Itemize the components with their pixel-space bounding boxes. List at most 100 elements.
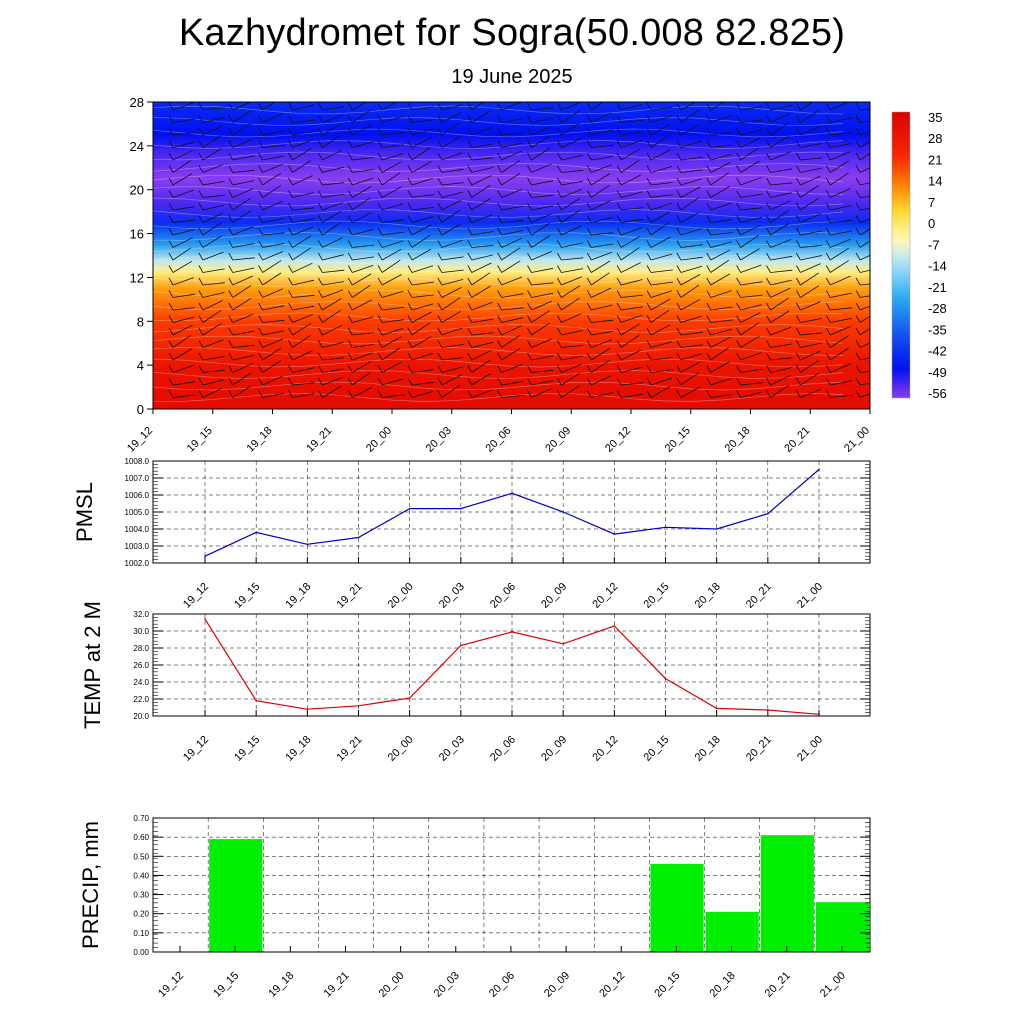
wind-barb-shaft — [531, 322, 551, 336]
wind-barb-flag — [168, 165, 174, 173]
data-point — [460, 644, 462, 647]
wind-barb-shaft — [710, 232, 733, 236]
wind-barb-shaft — [680, 178, 703, 186]
wind-barb-flag — [347, 327, 353, 336]
wind-barb-shaft — [800, 255, 822, 261]
wind-barb-shaft — [621, 218, 643, 223]
wind-barb-flag — [557, 302, 562, 311]
wind-barb-shaft — [501, 394, 524, 398]
wind-barb-flag — [706, 165, 712, 173]
wind-barb-flag — [168, 202, 174, 211]
x-tick-label: 20_03 — [437, 581, 467, 611]
wind-barb-flag — [198, 102, 204, 111]
wind-barb-flag — [527, 302, 532, 311]
contour-line — [153, 393, 844, 402]
x-tick-label: 20_00 — [386, 734, 416, 764]
wind-barb-shaft — [561, 330, 583, 336]
wind-barb-flag — [497, 177, 502, 186]
wind-barb-flag — [855, 140, 861, 148]
wind-barb-flag — [467, 215, 473, 223]
wind-barb-shaft — [591, 331, 614, 336]
wind-barb-shaft — [860, 269, 870, 273]
wind-barb-flag — [347, 140, 353, 148]
contour-line — [153, 140, 844, 149]
contour-line — [153, 301, 844, 310]
wind-barb-shaft — [710, 115, 732, 123]
wind-barb-flag — [318, 365, 323, 373]
wind-barb-flag — [736, 290, 741, 298]
wind-barb-flag — [616, 115, 622, 123]
wind-barb-shaft — [770, 375, 791, 386]
wind-barb-flag — [467, 115, 473, 123]
wind-barb-flag — [706, 177, 712, 186]
wind-barb-flag — [347, 190, 353, 198]
wind-barb-flag — [736, 340, 741, 348]
wind-barb-flag — [258, 265, 263, 273]
wind-barb-flag — [586, 327, 592, 336]
wind-barb-shaft — [531, 117, 554, 123]
wind-barb-shaft — [322, 182, 345, 186]
colorbar-label: 7 — [928, 195, 935, 210]
wind-barb-shaft — [172, 189, 194, 198]
x-tick-label: 20_15 — [642, 581, 672, 611]
wind-barb-flag — [377, 365, 383, 373]
wind-barb-flag — [646, 340, 652, 348]
wind-barb-shaft — [740, 147, 760, 161]
wind-barb-flag — [168, 227, 174, 236]
wind-barb-flag — [886, 266, 890, 273]
wind-barb-shaft — [591, 129, 613, 136]
wind-barb-shaft — [680, 372, 700, 386]
colorbar-label: 35 — [928, 110, 942, 125]
wind-barb-flag — [916, 103, 920, 110]
wind-barb-flag — [825, 240, 831, 248]
wind-barb-shaft — [770, 326, 792, 336]
wind-barb-flag — [676, 340, 682, 348]
heatmap-x-tick-label: 19_15 — [185, 425, 215, 455]
wind-barb-shaft — [830, 307, 853, 311]
wind-barb-shaft — [322, 376, 344, 386]
wind-barb-flag — [258, 327, 263, 336]
wind-barb-flag — [407, 115, 413, 123]
wind-barb-shaft — [650, 324, 671, 336]
wind-barb-flag — [527, 327, 532, 336]
wind-barb-shaft — [859, 315, 870, 323]
x-tick-label: 20_03 — [437, 734, 467, 764]
wind-barb-flag — [706, 190, 712, 198]
wind-barb-flag — [586, 227, 592, 236]
wind-barb-flag — [437, 177, 443, 186]
contour-line — [153, 117, 844, 126]
wind-barb-shaft — [172, 229, 195, 236]
wind-barb-shaft — [441, 310, 462, 323]
wind-barb-flag — [557, 140, 562, 148]
y-tick-label: 0.30 — [133, 891, 149, 900]
wind-barb-shaft — [262, 319, 285, 323]
wind-barb-shaft — [172, 394, 195, 398]
wind-barb-shaft — [650, 269, 673, 273]
wind-barb-flag — [467, 277, 473, 286]
wind-barb-flag — [318, 177, 323, 186]
wind-barb-shaft — [680, 274, 701, 286]
wind-barb-flag — [407, 252, 413, 261]
wind-barb-flag — [557, 115, 562, 123]
wind-barb-flag — [497, 240, 502, 248]
wind-barb-flag — [318, 152, 323, 161]
wind-barb-flag — [646, 177, 652, 186]
wind-barb-shaft — [621, 306, 643, 311]
wind-barb-flag — [258, 177, 263, 186]
wind-barb-shaft — [411, 281, 434, 286]
wind-barb-shaft — [411, 248, 432, 261]
x-tick-label: 20_15 — [642, 734, 672, 764]
wind-barb-flag — [616, 290, 622, 298]
wind-barb-flag — [916, 278, 920, 285]
colorbar-label: -35 — [928, 322, 947, 337]
wind-barb-shaft — [710, 361, 731, 373]
wind-barb-flag — [288, 377, 293, 386]
wind-barb-shaft — [172, 237, 193, 248]
wind-barb-flag — [497, 127, 502, 136]
wind-barb-flag — [706, 202, 712, 211]
wind-barb-flag — [527, 140, 532, 148]
x-tick-label: 19_18 — [283, 734, 313, 764]
heatmap-x-tick-label: 21_00 — [842, 425, 872, 455]
wind-barb-flag — [377, 202, 383, 211]
wind-barb-shaft — [411, 128, 434, 136]
